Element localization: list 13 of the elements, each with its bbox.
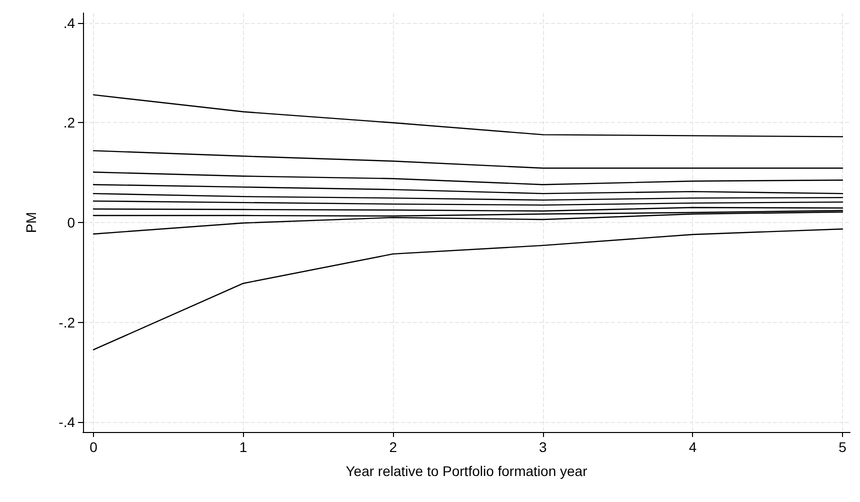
y-tick-label: .2 xyxy=(63,114,76,131)
x-tick-label: 2 xyxy=(389,439,398,455)
x-tick-label: 3 xyxy=(539,439,547,455)
y-tick-label: 0 xyxy=(67,214,76,230)
x-tick-label: 5 xyxy=(838,439,847,455)
y-axis-title: PM xyxy=(23,212,39,233)
y-tick-label: -.2 xyxy=(58,314,76,330)
x-tick-label: 4 xyxy=(688,439,697,455)
x-axis-title: Year relative to Portfolio formation year xyxy=(346,463,588,479)
y-tick-label: .4 xyxy=(63,14,76,31)
x-tick-label: 0 xyxy=(90,439,98,455)
y-tick-label: -.4 xyxy=(58,414,76,430)
x-tick-label: 1 xyxy=(239,439,248,455)
